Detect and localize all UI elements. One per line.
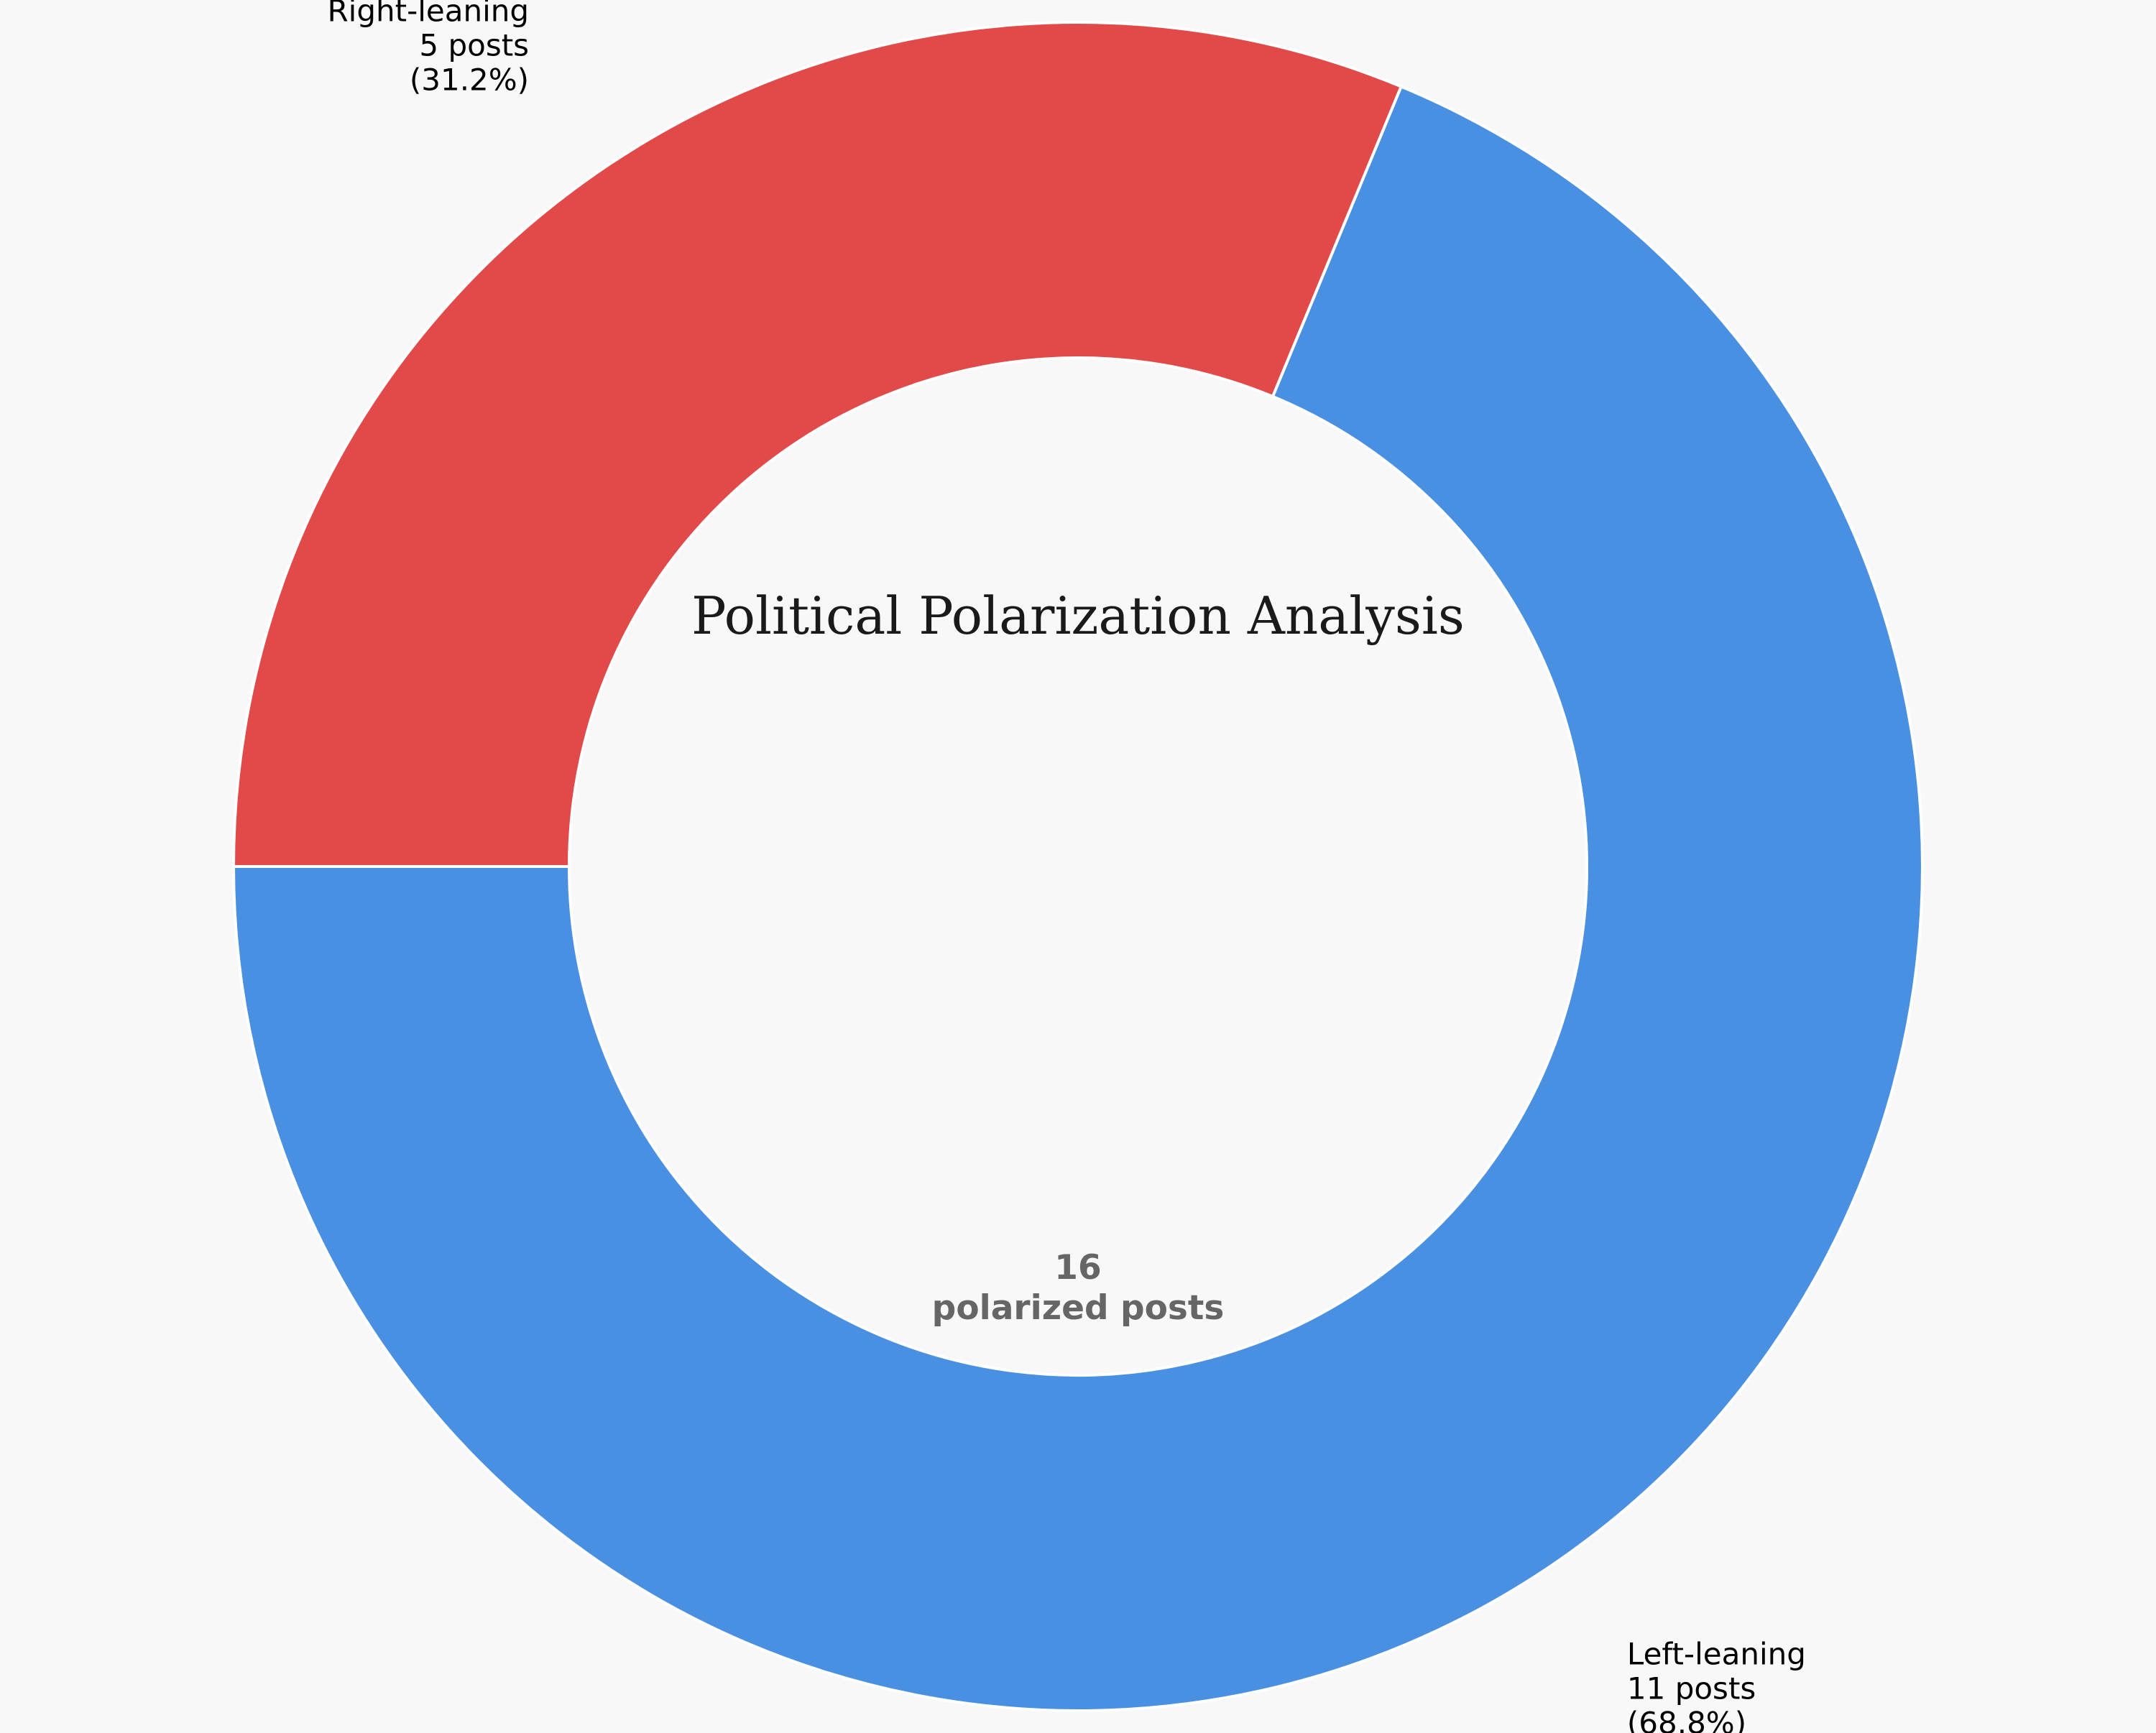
- slice-label-count: 11 posts: [1627, 1670, 1756, 1706]
- donut-slices: [232, 21, 1924, 1712]
- center-caption: polarized posts: [932, 1288, 1225, 1328]
- center-count: 16: [1054, 1248, 1101, 1288]
- donut-slice-left-leaning: [232, 85, 1924, 1712]
- slice-label-name: Left-leaning: [1627, 1636, 1806, 1671]
- slice-label-percent: (31.2%): [410, 63, 529, 98]
- slice-label-count: 5 posts: [419, 28, 529, 63]
- slice-label-name: Right-leaning: [328, 0, 530, 29]
- chart-title: Political Polarization Analysis: [691, 586, 1465, 646]
- slice-label-percent: (68.8%): [1627, 1705, 1746, 1733]
- donut-slice-right-leaning: [232, 21, 1403, 868]
